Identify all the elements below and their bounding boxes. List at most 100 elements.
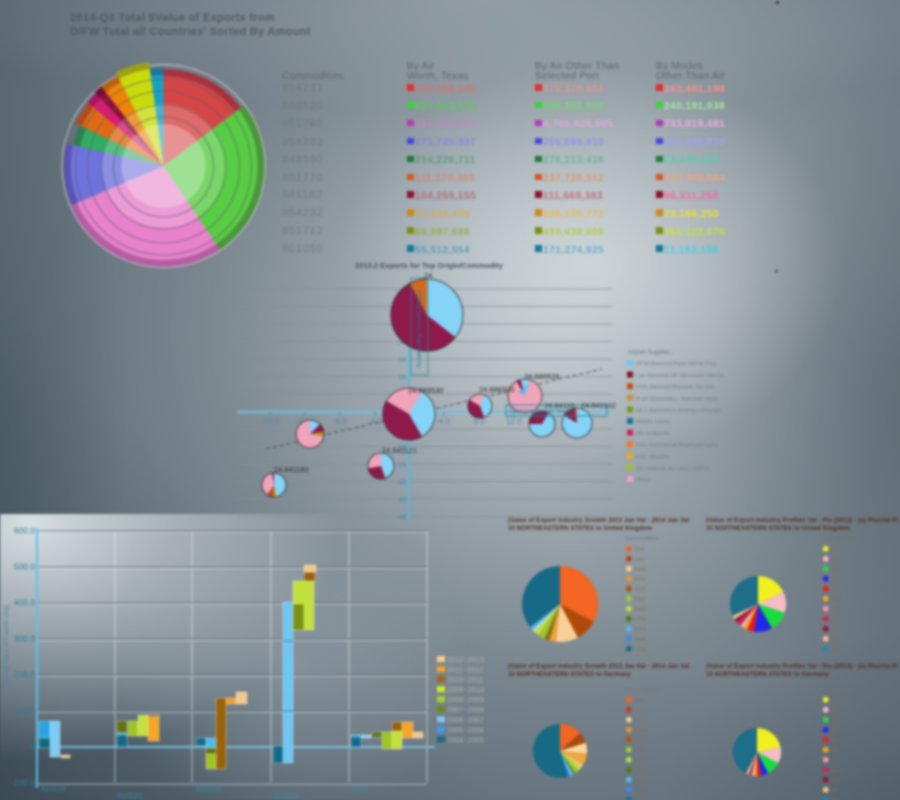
svg-text:-48: -48 (397, 514, 407, 521)
svg-text:-24: -24 (397, 462, 407, 469)
svg-text:12.0: 12.0 (506, 417, 522, 426)
svg-text:84: 84 (831, 698, 837, 704)
svg-text:1nnC: 1nnC (634, 637, 647, 643)
svg-text:8&c: 8&c (831, 647, 840, 653)
svg-text:IA1 id Alperts: IA1 id Alperts (636, 431, 669, 437)
svg-text:Las-diamond intl Vancouver int: Las-diamond intl Vancouver interna (636, 373, 724, 379)
svg-text:8c2: 8c2 (831, 738, 839, 744)
svg-text:1Tlap: 1Tlap (634, 647, 647, 653)
svg-text:0: 0 (30, 742, 35, 752)
svg-text:88c: 88c (831, 708, 840, 714)
svg-text:2006~2007: 2006~2007 (447, 717, 484, 724)
svg-text:24.841121: 24.841121 (382, 446, 417, 455)
svg-text:3o2C: 3o2C (634, 567, 647, 573)
svg-text:2009~2010: 2009~2010 (447, 687, 484, 694)
svg-text:CT2n: CT2n (634, 768, 647, 774)
svg-text:84B: 84B (831, 627, 841, 633)
svg-text:3o2C: 3o2C (634, 718, 647, 724)
svg-text:-4.0: -4.0 (368, 417, 382, 426)
svg-text:Commodities: Commodities (822, 687, 856, 693)
svg-text:C1C nDwElls: C1C nDwElls (636, 454, 669, 460)
svg-text:84: 84 (831, 577, 837, 583)
svg-text:PHX-diamond Brussels Ser-Intl: PHX-diamond Brussels Ser-Intl (636, 385, 713, 391)
svg-text:Commodities: Commodities (625, 687, 659, 693)
svg-text:2'1d: 2'1d (634, 547, 644, 553)
svg-text:600.0: 600.0 (14, 526, 36, 536)
svg-text:2010~2011: 2010~2011 (447, 677, 484, 684)
svg-text:842: 842 (831, 597, 840, 603)
svg-text:1nOT: 1nOT (634, 607, 648, 613)
svg-text:2011~2012: 2011~2012 (447, 667, 484, 674)
svg-text:8D: 8D (831, 637, 838, 643)
svg-text:84c: 84c (831, 567, 840, 573)
svg-text:MIA/FL Intel'x: MIA/FL Intel'x (636, 420, 670, 426)
svg-text:810190: 810190 (274, 791, 299, 800)
svg-text:1O+1: 1O+1 (634, 778, 647, 784)
svg-text:2'1d: 2'1d (634, 698, 644, 704)
svg-text:84c: 84c (831, 718, 840, 724)
svg-text:24.84110: 24.84110 (544, 401, 575, 410)
svg-text:8.0: 8.0 (473, 417, 485, 426)
svg-text:810120: 810120 (117, 791, 142, 800)
svg-text:2T2n: 2T2n (634, 728, 646, 734)
svg-text:2005~2006: 2005~2006 (447, 727, 484, 734)
svg-text:842: 842 (831, 748, 840, 754)
svg-text:400.0: 400.0 (14, 598, 36, 608)
svg-text:24.880529: 24.880529 (524, 372, 559, 381)
svg-text:2T2n: 2T2n (634, 577, 646, 583)
svg-text:-32: -32 (397, 479, 407, 486)
svg-text:40.1-diamond in Synerg-I Chica: 40.1-diamond in Synerg-I Chicago (636, 408, 721, 414)
svg-text:8 2T: 8 2T (831, 607, 842, 613)
svg-text:P-p3 (Domestic) - Intervals In: P-p3 (Domestic) - Intervals InKdo (636, 396, 719, 402)
svg-text:Airport Supplier...: Airport Supplier... (628, 350, 674, 356)
svg-text:32: 32 (399, 339, 407, 346)
svg-text:24: 24 (399, 357, 407, 364)
svg-text:1Y1T: 1Y1T (634, 587, 647, 593)
svg-text:2008~2009: 2008~2009 (447, 697, 484, 704)
svg-text:Other: Other (636, 478, 650, 484)
svg-text:Accelerating Growth Market: Accelerating Growth Market (416, 290, 423, 368)
svg-text:810110: 810110 (41, 784, 65, 793)
svg-text:-8.0: -8.0 (333, 417, 347, 426)
svg-text:EZ1-diamond-air Brazil part (a: EZ1-diamond-air Brazil part (all u (636, 443, 718, 449)
svg-text:16: 16 (399, 374, 407, 381)
svg-text:C/nc: C/nc (634, 557, 645, 563)
svg-text:1Tlap: 1Tlap (634, 798, 647, 800)
svg-text:84D: 84D (831, 768, 841, 774)
svg-text:8c2: 8c2 (831, 587, 839, 593)
svg-text:CT2n: CT2n (634, 617, 647, 623)
svg-text:808100: 808100 (196, 784, 221, 793)
svg-text:-16.0: -16.0 (261, 417, 280, 426)
svg-text:1nOT: 1nOT (634, 758, 648, 764)
svg-text:84B: 84B (831, 778, 841, 784)
svg-text:24.886920: 24.886920 (479, 385, 514, 394)
svg-text:100.0: 100.0 (14, 706, 36, 716)
svg-text:Commodities: Commodities (822, 536, 856, 542)
svg-text:-40: -40 (397, 497, 407, 504)
svg-text:T2rC: T2rC (634, 748, 646, 754)
svg-text:24.: 24. (424, 271, 434, 280)
svg-text:8 2T: 8 2T (831, 758, 842, 764)
svg-text:24.889530: 24.889530 (408, 386, 443, 395)
svg-text:Declining Growth Market: Declining Growth Market (509, 409, 575, 415)
svg-text:84: 84 (831, 728, 837, 734)
svg-text:4.0: 4.0 (438, 417, 450, 426)
svg-text:2012~2013: 2012~2013 (447, 657, 484, 664)
svg-text:1Y1T: 1Y1T (634, 738, 647, 744)
svg-text:Millions Value of Exports (avg: Millions Value of Exports (avg) (4, 604, 10, 685)
svg-text:8&c: 8&c (831, 798, 840, 800)
svg-text:24.841102: 24.841102 (581, 401, 616, 410)
svg-text:8D: 8D (831, 788, 838, 794)
svg-text:500.0: 500.0 (14, 562, 36, 572)
svg-text:1O+1: 1O+1 (634, 627, 647, 633)
svg-text:-100.0: -100.0 (11, 778, 35, 788)
svg-text:AD notlands an Lans-I IntlPre: AD notlands an Lans-I IntlPre (636, 466, 709, 472)
svg-text:DFW-diamond Paris ISO to Thai: DFW-diamond Paris ISO to Thai (636, 362, 716, 368)
svg-text:Commodities: Commodities (625, 536, 659, 542)
svg-text:-16: -16 (397, 444, 407, 451)
svg-text:200.0: 200.0 (14, 670, 36, 680)
svg-text:C/nc: C/nc (634, 708, 645, 714)
svg-text:2007~2008: 2007~2008 (447, 707, 484, 714)
svg-text:1nnC: 1nnC (634, 788, 647, 794)
svg-text:84D: 84D (831, 617, 841, 623)
